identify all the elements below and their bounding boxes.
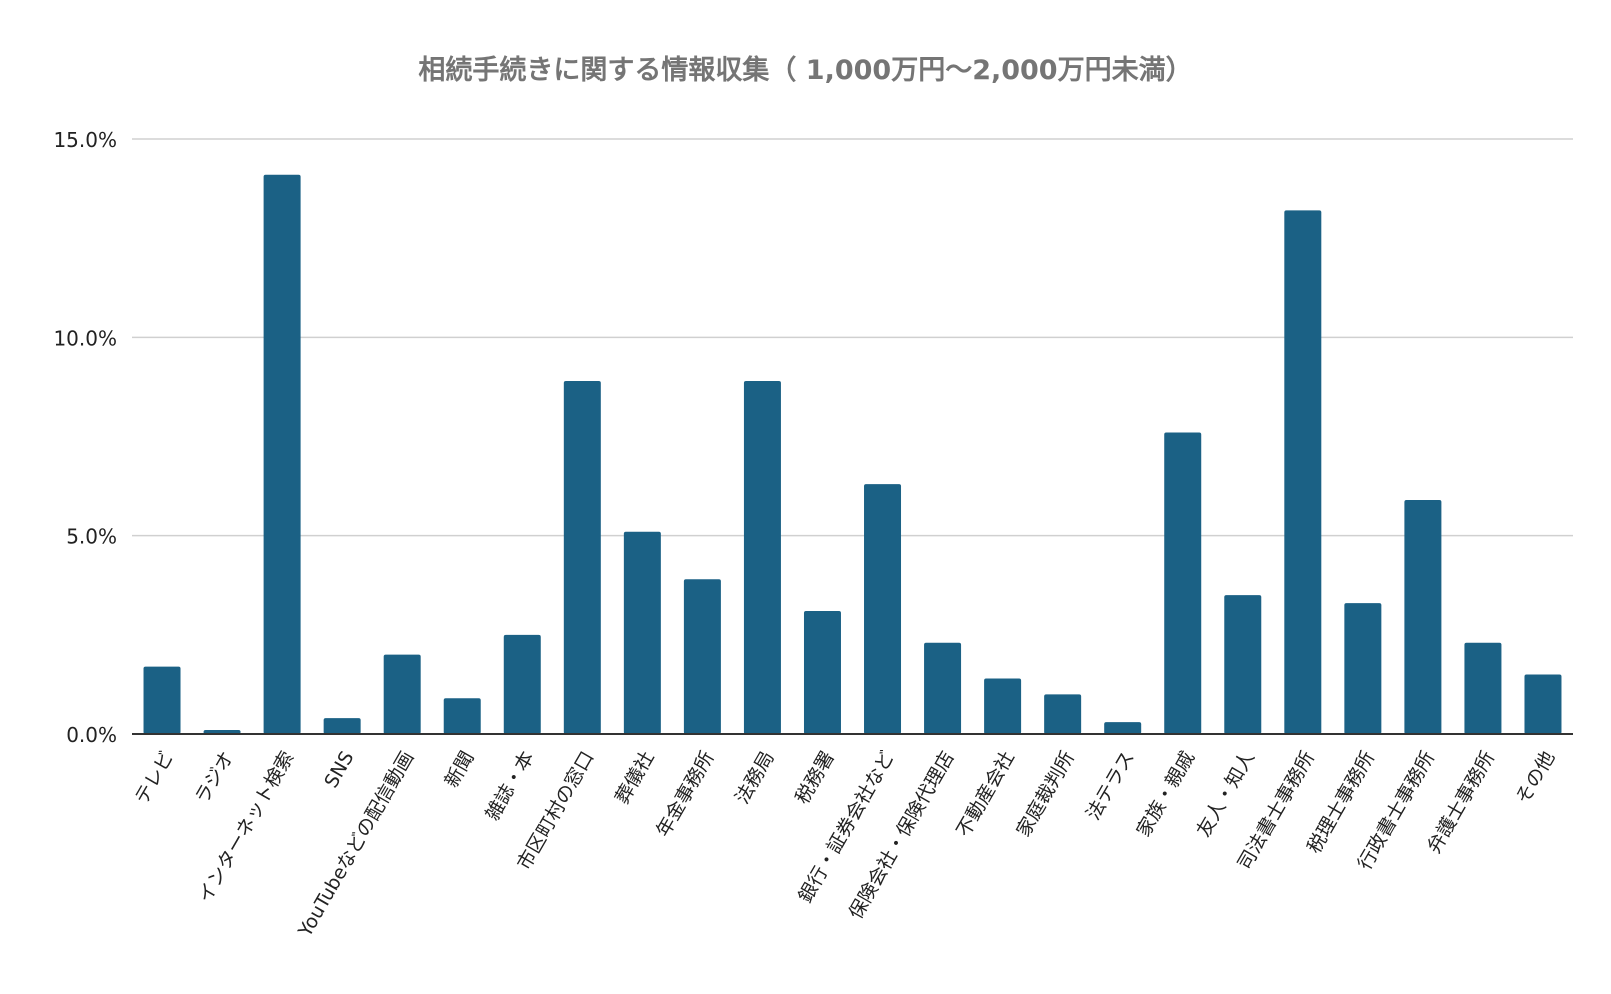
x-tick-label: ラジオ [191,748,238,808]
bar [743,380,781,734]
x-tick-label: 不動産会社 [952,748,1019,841]
bar [503,634,541,734]
bar [623,531,661,734]
x-tick-label: 法テラス [1082,748,1139,824]
x-tick-label: 保険会社・保険代理店 [845,748,959,924]
y-tick-label: 5.0% [66,525,117,549]
bar [1284,210,1322,734]
x-tick-label: SNS [320,748,358,792]
bar [383,654,421,734]
bar [1464,642,1502,734]
bar [263,174,301,734]
x-tick-label: 年金事務所 [652,748,719,841]
bar [1104,722,1142,734]
bar [1224,595,1262,734]
bar [1344,603,1382,734]
x-tick-label: テレビ [131,748,179,808]
x-tick-label: 家庭裁判所 [1012,748,1079,841]
bars [143,174,1562,734]
x-tick-label: 家族・親戚 [1132,748,1199,841]
x-tick-label: その他 [1512,748,1560,808]
x-tick-label: 友人・知人 [1193,748,1260,841]
x-tick-label: 新聞 [440,748,478,792]
bar [443,698,481,734]
gridlines [132,138,1573,537]
bar [563,380,601,734]
bar [1404,499,1442,734]
bar [323,718,361,734]
y-tick-label: 15.0% [53,128,117,152]
bar [803,611,841,734]
y-axis-ticks: 0.0% 5.0% 10.0% 15.0% [53,128,117,747]
bar [984,678,1022,734]
chart-title: 相続手続きに関する情報収集（ 1,000万円～2,000万円未満） [418,55,1193,86]
bar [143,666,181,734]
y-tick-label: 0.0% [66,723,117,747]
bar [1044,694,1082,734]
x-tick-label: 雑誌・本 [482,748,539,825]
x-tick-label: YouTubeなどの配信動画 [294,748,419,942]
y-tick-label: 10.0% [53,326,117,350]
x-tick-label: 法務局 [731,748,779,808]
bar [1524,674,1562,734]
bar [864,484,902,734]
bar [1164,432,1202,734]
x-tick-label: 葬儀社 [611,748,659,808]
bar [683,579,721,734]
x-tick-label: 税務署 [791,748,839,808]
bar [924,642,962,734]
